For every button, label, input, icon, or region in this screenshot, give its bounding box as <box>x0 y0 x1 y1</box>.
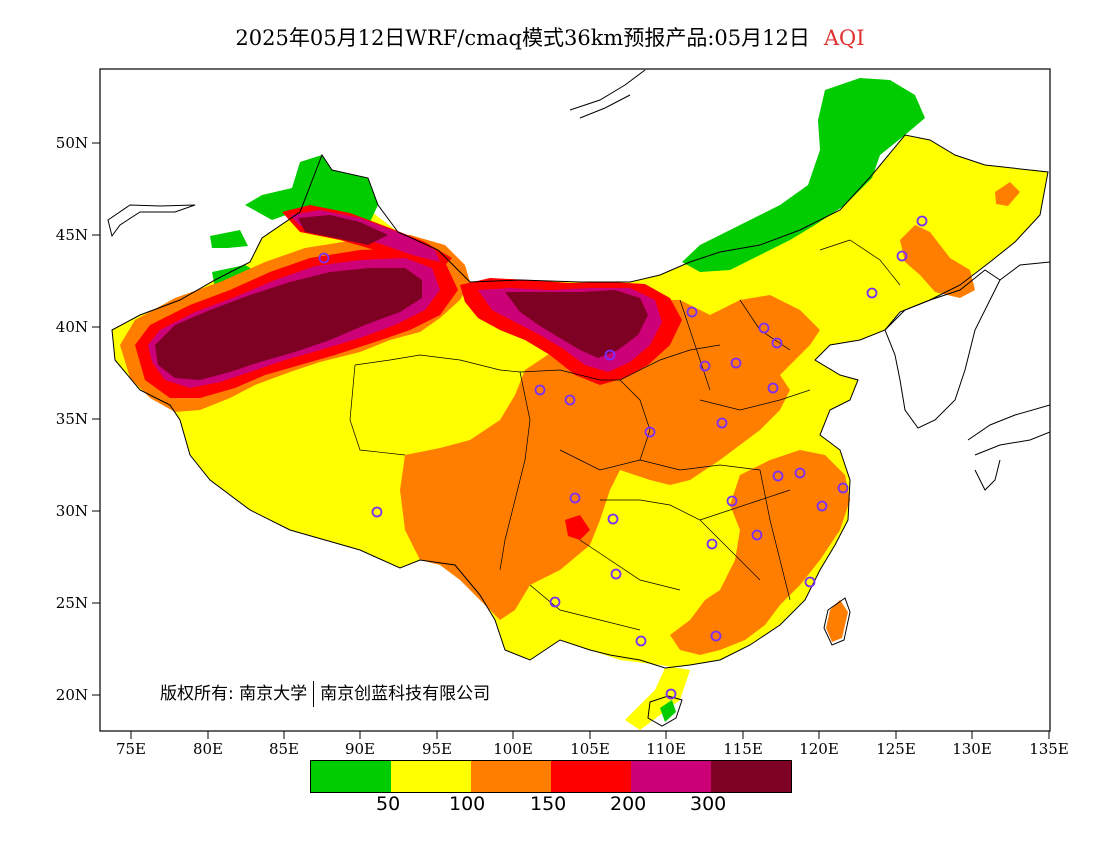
map-frame <box>99 68 1051 732</box>
kazakh-lake <box>107 204 196 238</box>
taiwan-outline <box>823 597 851 646</box>
aqi-region-hazardous-tarim <box>155 268 422 380</box>
aqi-region-good-hainan <box>660 700 676 722</box>
station-marker <box>816 500 828 512</box>
station-marker <box>730 357 742 369</box>
aqi-region-unhealthy-sensitive-northeast <box>900 225 975 298</box>
station-marker <box>699 360 711 372</box>
china-outline <box>111 134 1049 669</box>
station-marker <box>772 470 784 482</box>
station-marker <box>771 337 783 349</box>
legend-label-150: 150 <box>530 793 567 815</box>
station-marker <box>371 506 383 518</box>
station-marker <box>804 576 816 588</box>
aqi-region-unhealthy-sensitive-east <box>670 450 850 655</box>
station-marker <box>710 630 722 642</box>
copyright-org-company: 南京创蓝科技有限公司 <box>320 684 491 704</box>
legend-swatch-unhealthy <box>551 761 631 792</box>
y-tick-labels: 50N 45N 40N 35N 30N 25N 20N <box>56 134 88 704</box>
x-tick-label: 95E <box>422 740 452 758</box>
station-marker <box>726 495 738 507</box>
legend-swatch-hazardous <box>711 761 791 792</box>
russia-coast <box>999 261 1050 281</box>
legend-swatch-moderate <box>391 761 471 792</box>
aqi-region-hazardous-alxa <box>505 290 648 358</box>
x-tick-label: 80E <box>193 740 223 758</box>
station-marker <box>569 492 581 504</box>
y-tick-label: 45N <box>56 226 88 244</box>
y-tick-marks <box>92 142 100 696</box>
copyright-notice: 版权所有: 南京大学 南京创蓝科技有限公司 <box>160 679 490 707</box>
title-product: AQI <box>823 26 865 50</box>
aqi-region-good-west <box>210 230 248 248</box>
copyright-org-nju: 南京大学 <box>239 684 308 704</box>
station-marker <box>916 215 928 227</box>
station-marker <box>767 382 779 394</box>
x-tick-label: 130E <box>952 740 992 758</box>
y-tick-label: 20N <box>56 686 88 704</box>
aqi-region-hazardous-junggar <box>298 215 388 245</box>
station-marker <box>607 513 619 525</box>
x-tick-label: 105E <box>570 740 610 758</box>
x-tick-labels: 75E 80E 85E 90E 95E 100E 105E 110E 115E … <box>116 740 1069 758</box>
station-marker <box>686 306 698 318</box>
station-marker <box>534 384 546 396</box>
station-marker <box>635 635 647 647</box>
japan-outline <box>967 404 1050 491</box>
legend-label-50: 50 <box>376 793 401 815</box>
x-tick-label: 85E <box>269 740 299 758</box>
x-tick-label: 75E <box>116 740 146 758</box>
x-tick-label: 100E <box>493 740 533 758</box>
y-tick-label: 25N <box>56 594 88 612</box>
map-title: 2025年05月12日WRF/cmaq模式36km预报产品:05月12日 AQI <box>0 22 1100 52</box>
legend-label-300: 300 <box>690 793 727 815</box>
station-markers <box>318 215 928 700</box>
legend-swatch-good <box>311 761 391 792</box>
station-marker <box>837 482 849 494</box>
title-main: 2025年05月12日WRF/cmaq模式36km预报产品:05月12日 <box>235 26 810 50</box>
station-marker <box>866 287 878 299</box>
station-marker <box>318 252 330 264</box>
copyright-prefix: 版权所有: <box>160 684 234 704</box>
legend-swatch-very-unhealthy <box>631 761 711 792</box>
x-tick-label: 120E <box>799 740 839 758</box>
baikal-outline <box>569 69 646 119</box>
station-marker <box>716 417 728 429</box>
station-marker <box>604 349 616 361</box>
aqi-region-unhealthy-sensitive-ne2 <box>995 182 1020 206</box>
station-marker <box>794 467 806 479</box>
station-marker <box>549 596 561 608</box>
hainan-outline <box>647 695 683 727</box>
station-marker <box>758 322 770 334</box>
station-marker <box>564 394 576 406</box>
legend-swatch-sensitive <box>471 761 551 792</box>
x-tick-marks <box>130 731 1050 739</box>
station-marker <box>751 529 763 541</box>
station-marker <box>610 568 622 580</box>
aqi-region-unhealthy-sensitive-taiwan <box>826 600 848 642</box>
aqi-region-good-northwest <box>245 155 378 222</box>
station-marker <box>644 426 656 438</box>
x-tick-label: 115E <box>723 740 763 758</box>
legend-label-100: 100 <box>449 793 486 815</box>
x-tick-label: 135E <box>1029 740 1069 758</box>
aqi-region-unhealthy-sichuan <box>565 515 590 540</box>
korea-outline <box>884 269 1001 429</box>
legend-label-200: 200 <box>610 793 647 815</box>
x-tick-label: 125E <box>876 740 916 758</box>
aqi-region-good-northeast <box>682 78 925 272</box>
y-tick-label: 50N <box>56 134 88 152</box>
x-tick-label: 90E <box>345 740 375 758</box>
map-content <box>112 78 1048 730</box>
station-marker <box>706 538 718 550</box>
color-legend <box>310 760 792 793</box>
y-tick-label: 30N <box>56 502 88 520</box>
station-marker <box>896 250 908 262</box>
station-marker <box>665 688 677 700</box>
x-tick-label: 110E <box>646 740 686 758</box>
copyright-separator <box>313 681 315 707</box>
y-tick-label: 40N <box>56 318 88 336</box>
y-tick-label: 35N <box>56 410 88 428</box>
